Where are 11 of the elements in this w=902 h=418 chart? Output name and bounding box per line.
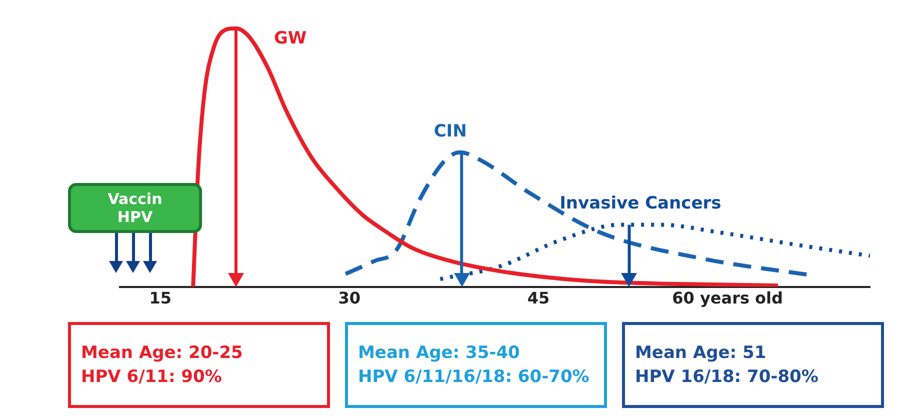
text: Mean Age: 20-25 HPV 6/11: 90% <box>68 322 330 408</box>
text: Mean Age: 35-40 HPV 6/11/16/18: 60-70% <box>345 322 607 408</box>
series-label: Invasive Cancers <box>560 194 722 214</box>
x-tick-label: 15 <box>149 288 172 308</box>
text: Mean Age: 51 HPV 16/18: 70-80% <box>622 322 884 408</box>
series-label: GW <box>274 28 307 48</box>
annotation: Vaccin HPV <box>68 183 202 233</box>
x-tick-label: 45 <box>527 288 550 308</box>
x-tick-label: 30 <box>338 288 361 308</box>
series-label: CIN <box>434 121 467 142</box>
x-tick-label: 60 years old <box>672 288 783 308</box>
